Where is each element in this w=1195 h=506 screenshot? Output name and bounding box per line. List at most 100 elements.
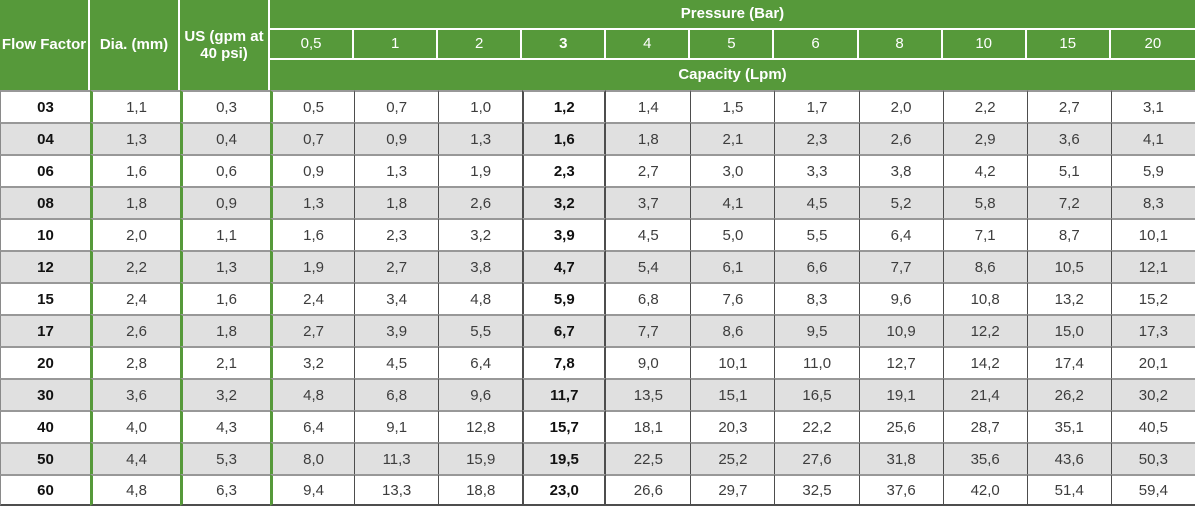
dia-mm-cell: 3,6 — [90, 378, 180, 410]
capacity-cell: 2,4 — [270, 282, 355, 314]
capacity-cell: 26,2 — [1026, 378, 1111, 410]
capacity-cell: 2,6 — [858, 122, 943, 154]
capacity-cell: 6,4 — [270, 410, 355, 442]
capacity-cell: 15,1 — [690, 378, 775, 410]
capacity-cell: 4,5 — [606, 218, 691, 250]
capacity-cell: 1,0 — [438, 90, 523, 122]
capacity-cell: 10,1 — [1110, 218, 1195, 250]
table-row: 40 4,0 4,3 6,4 9,1 12,8 15,7 18,1 20,3 22,2 25,6 28… — [0, 410, 1195, 442]
capacity-cell: 3,6 — [1026, 122, 1111, 154]
pressure-column-header: 6 — [774, 30, 859, 60]
capacity-cell: 32,5 — [774, 474, 859, 506]
pressure-column-header: 15 — [1026, 30, 1111, 60]
capacity-cell: 42,0 — [942, 474, 1027, 506]
table-row: 50 4,4 5,3 8,0 11,3 15,9 19,5 22,5 25,2 27,6 31,8 3… — [0, 442, 1195, 474]
capacity-cell: 5,9 — [522, 282, 607, 314]
us-gpm-cell: 2,1 — [180, 346, 270, 378]
dia-mm-cell: 4,8 — [90, 474, 180, 506]
capacity-cell: 1,5 — [690, 90, 775, 122]
capacity-cell: 9,1 — [354, 410, 439, 442]
capacity-cell: 6,7 — [522, 314, 607, 346]
capacity-cell: 3,8 — [858, 154, 943, 186]
capacity-cell: 1,8 — [354, 186, 439, 218]
flow-factor-cell: 10 — [0, 218, 90, 250]
capacity-cell: 6,4 — [438, 346, 523, 378]
table-row: 10 2,0 1,1 1,6 2,3 3,2 3,9 4,5 5,0 5,5 6,4 7,1 8,7 10… — [0, 218, 1195, 250]
capacity-cell: 22,2 — [774, 410, 859, 442]
capacity-cell: 21,4 — [942, 378, 1027, 410]
pressure-bar-group-header: Pressure (Bar) — [270, 0, 1195, 30]
capacity-cell: 2,7 — [606, 154, 691, 186]
capacity-cell: 1,3 — [270, 186, 355, 218]
capacity-cell: 5,4 — [606, 250, 691, 282]
capacity-cell: 5,0 — [690, 218, 775, 250]
table-header: Flow Factor Dia. (mm) US (gpm at 40 psi)… — [0, 0, 1195, 90]
pressure-column-header: 3 — [522, 30, 607, 60]
capacity-cell: 18,8 — [438, 474, 523, 506]
capacity-cell: 6,8 — [354, 378, 439, 410]
us-gpm-cell: 5,3 — [180, 442, 270, 474]
capacity-cell: 2,2 — [942, 90, 1027, 122]
us-gpm-cell: 1,6 — [180, 282, 270, 314]
capacity-cell: 7,8 — [522, 346, 607, 378]
capacity-cell: 5,5 — [774, 218, 859, 250]
capacity-cell: 7,2 — [1026, 186, 1111, 218]
capacity-cell: 12,8 — [438, 410, 523, 442]
capacity-cell: 1,3 — [354, 154, 439, 186]
capacity-cell: 8,3 — [774, 282, 859, 314]
capacity-cell: 5,8 — [942, 186, 1027, 218]
capacity-cell: 4,5 — [774, 186, 859, 218]
capacity-cell: 7,1 — [942, 218, 1027, 250]
dia-mm-cell: 2,6 — [90, 314, 180, 346]
pressure-column-header: 5 — [690, 30, 775, 60]
capacity-cell: 13,5 — [606, 378, 691, 410]
flow-factor-cell: 06 — [0, 154, 90, 186]
dia-mm-cell: 2,2 — [90, 250, 180, 282]
capacity-cell: 59,4 — [1110, 474, 1195, 506]
capacity-cell: 20,1 — [1110, 346, 1195, 378]
capacity-cell: 2,0 — [858, 90, 943, 122]
capacity-cell: 9,0 — [606, 346, 691, 378]
capacity-cell: 22,5 — [606, 442, 691, 474]
capacity-cell: 5,5 — [438, 314, 523, 346]
table-row: 15 2,4 1,6 2,4 3,4 4,8 5,9 6,8 7,6 8,3 9,6 10,8 13,2… — [0, 282, 1195, 314]
capacity-cell: 1,4 — [606, 90, 691, 122]
col-header-dia-mm: Dia. (mm) — [90, 0, 180, 90]
capacity-cell: 9,4 — [270, 474, 355, 506]
dia-mm-cell: 2,0 — [90, 218, 180, 250]
pressure-column-header: 2 — [438, 30, 523, 60]
us-gpm-cell: 1,1 — [180, 218, 270, 250]
capacity-cell: 3,9 — [522, 218, 607, 250]
capacity-cell: 2,1 — [690, 122, 775, 154]
capacity-cell: 12,1 — [1110, 250, 1195, 282]
flow-factor-cell: 08 — [0, 186, 90, 218]
header-row-capacity: Capacity (Lpm) — [0, 60, 1195, 90]
capacity-cell: 7,7 — [606, 314, 691, 346]
flow-factor-cell: 12 — [0, 250, 90, 282]
table-row: 08 1,8 0,9 1,3 1,8 2,6 3,2 3,7 4,1 4,5 5,2 5,8 7,2 8,… — [0, 186, 1195, 218]
capacity-cell: 7,7 — [858, 250, 943, 282]
capacity-cell: 3,2 — [522, 186, 607, 218]
flow-factor-cell: 50 — [0, 442, 90, 474]
us-gpm-cell: 0,4 — [180, 122, 270, 154]
dia-mm-cell: 4,0 — [90, 410, 180, 442]
capacity-cell: 15,0 — [1026, 314, 1111, 346]
capacity-cell: 18,1 — [606, 410, 691, 442]
capacity-cell: 9,5 — [774, 314, 859, 346]
capacity-cell: 3,8 — [438, 250, 523, 282]
capacity-cell: 1,9 — [270, 250, 355, 282]
capacity-cell: 1,3 — [438, 122, 523, 154]
capacity-cell: 13,2 — [1026, 282, 1111, 314]
capacity-cell: 8,3 — [1110, 186, 1195, 218]
dia-mm-cell: 2,4 — [90, 282, 180, 314]
capacity-cell: 37,6 — [858, 474, 943, 506]
us-gpm-cell: 4,3 — [180, 410, 270, 442]
capacity-cell: 3,9 — [354, 314, 439, 346]
capacity-cell: 2,7 — [354, 250, 439, 282]
capacity-cell: 3,2 — [438, 218, 523, 250]
col-header-us-gpm: US (gpm at 40 psi) — [180, 0, 270, 90]
capacity-cell: 31,8 — [858, 442, 943, 474]
capacity-cell: 15,2 — [1110, 282, 1195, 314]
flow-factor-cell: 03 — [0, 90, 90, 122]
capacity-cell: 26,6 — [606, 474, 691, 506]
